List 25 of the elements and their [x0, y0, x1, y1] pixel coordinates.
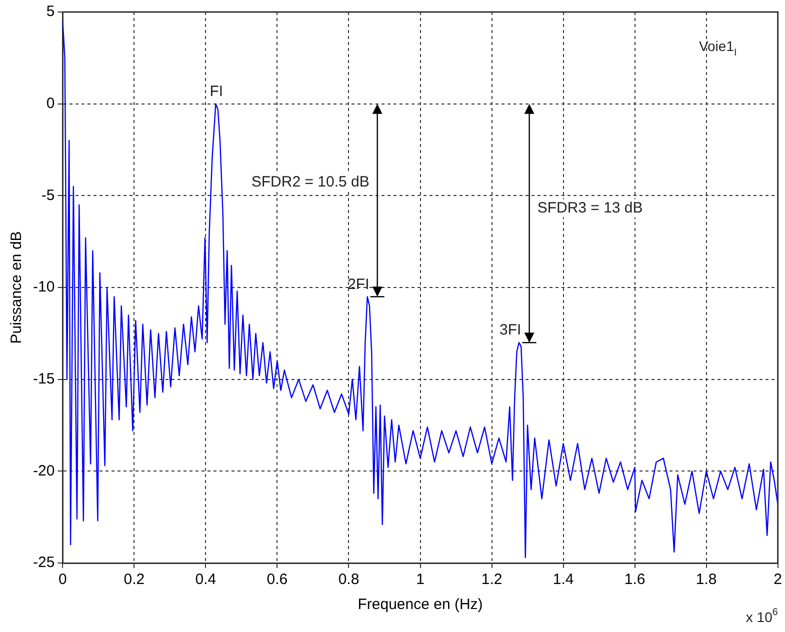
x-tick-label: 1: [416, 571, 424, 588]
x-tick-label: 0.2: [124, 571, 145, 588]
y-tick-label: -15: [32, 370, 55, 388]
x-tick-label: 1.4: [552, 571, 574, 588]
y-tick-label: 5: [46, 3, 55, 20]
y-tick-label: -10: [32, 278, 55, 296]
y-tick-label: -20: [32, 462, 55, 480]
y-tick-label: -25: [32, 554, 55, 572]
y-axis-title: Puissance en dB: [8, 231, 26, 344]
y-tick-label: 0: [46, 94, 55, 112]
annotation: 3FI: [500, 322, 522, 339]
x-tick-label: 1.8: [696, 571, 717, 588]
annotation: SFDR3 = 13 dB: [537, 199, 643, 216]
annotation: FI: [210, 82, 224, 100]
x-tick-label: 0: [58, 571, 67, 588]
y-tick-label: -5: [41, 186, 55, 204]
x-tick-label: 0.8: [338, 571, 360, 588]
x-tick-label: 2: [774, 571, 782, 588]
x-tick-label: 1.6: [624, 571, 646, 588]
x-tick-label: 0.4: [195, 571, 216, 588]
annotation: 2FI: [348, 276, 370, 293]
x-axis-title: Frequence en (Hz): [358, 596, 483, 614]
x-tick-label: 1.2: [481, 571, 502, 588]
x-tick-label: 0.6: [266, 571, 288, 588]
annotation: SFDR2 = 10.5 dB: [251, 173, 370, 190]
